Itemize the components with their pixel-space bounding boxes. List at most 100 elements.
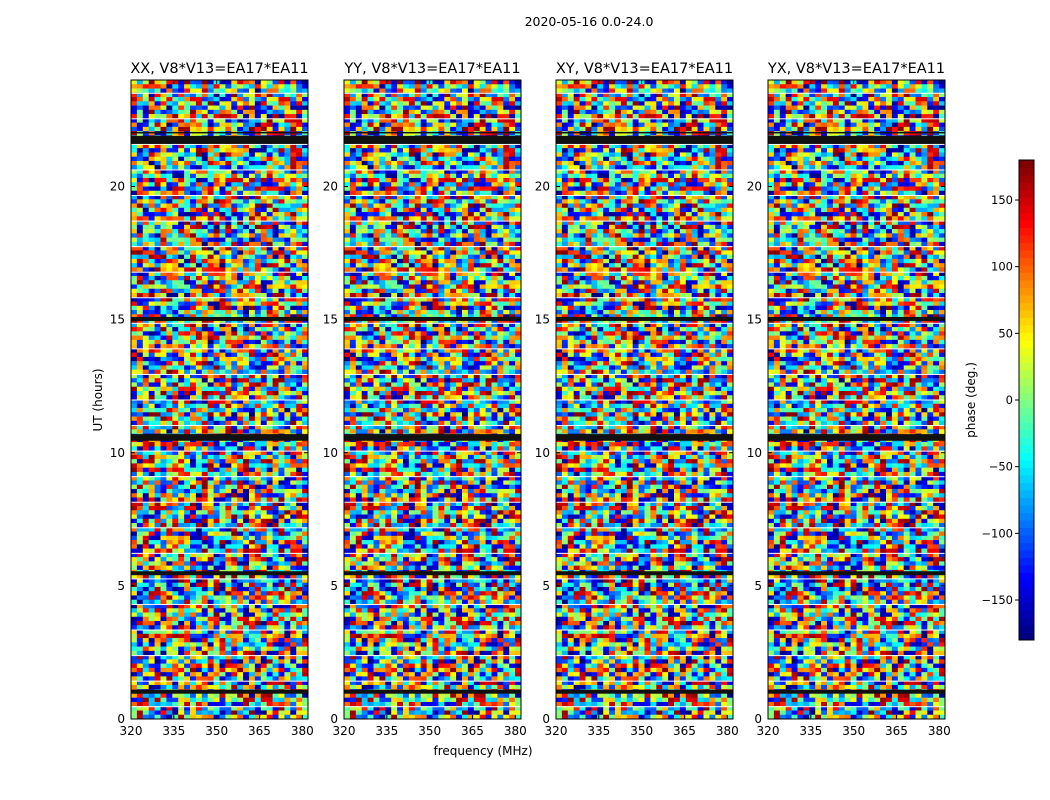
x-tick-label: 365 xyxy=(673,724,696,738)
colorbar-segment xyxy=(1019,467,1034,476)
colorbar-segment xyxy=(1019,280,1034,288)
x-tick-label: 380 xyxy=(504,724,527,738)
flagged-band xyxy=(768,135,945,144)
colorbar-tick-label: −100 xyxy=(981,526,1013,540)
y-tick-label: 10 xyxy=(323,446,338,460)
flagged-band xyxy=(344,689,521,694)
colorbar-segment xyxy=(1019,422,1034,431)
colorbar-tick-label: 50 xyxy=(998,326,1013,340)
colorbar-tick-label: 150 xyxy=(991,193,1013,207)
panel-frame xyxy=(343,79,522,720)
colorbar-segment xyxy=(1019,505,1034,513)
x-tick-label: 365 xyxy=(885,724,908,738)
flagged-band xyxy=(556,135,733,144)
flagged-band xyxy=(131,135,308,144)
colorbar-segment xyxy=(1019,265,1034,273)
colorbar-segment xyxy=(1019,595,1034,603)
figure-suptitle: 2020-05-16 0.0-24.0 xyxy=(525,14,654,29)
heatmap-image xyxy=(556,80,733,719)
y-tick-label: 20 xyxy=(747,180,762,194)
colorbar-tick-label: 100 xyxy=(991,260,1013,274)
colorbar-segment xyxy=(1019,580,1034,588)
flagged-band xyxy=(768,689,945,694)
flagged-band xyxy=(768,434,945,441)
colorbar-segment xyxy=(1019,310,1034,318)
flagged-band xyxy=(556,131,733,134)
colorbar-segment xyxy=(1019,287,1034,296)
x-tick-label: 380 xyxy=(291,724,314,738)
colorbar-segment xyxy=(1019,295,1034,303)
panel-xx: XX, V8*V13=EA17*EA11 320 335 350 365 380 0 5 10 1… xyxy=(110,61,314,738)
flagged-band xyxy=(131,316,308,321)
x-tick-label: 335 xyxy=(587,724,610,738)
panel-title: YY, V8*V13=EA17*EA11 xyxy=(343,61,520,77)
y-tick-label: 15 xyxy=(110,313,125,327)
colorbar-segment xyxy=(1019,362,1034,371)
heatmap-image xyxy=(768,80,945,719)
y-tick-label: 5 xyxy=(330,579,338,593)
x-tick-label: 365 xyxy=(461,724,484,738)
colorbar-segment xyxy=(1019,385,1034,393)
colorbar-segment xyxy=(1019,317,1034,326)
colorbar-segment xyxy=(1019,415,1034,423)
heatmap-image xyxy=(131,80,308,719)
colorbar-segment xyxy=(1019,572,1034,581)
colorbar-segment xyxy=(1019,610,1034,618)
colorbar-segment xyxy=(1019,482,1034,491)
flagged-band xyxy=(768,131,945,134)
x-tick-label: 335 xyxy=(162,724,185,738)
colorbar-segment xyxy=(1019,347,1034,356)
colorbar-tick-label: −50 xyxy=(989,460,1013,474)
y-tick-label: 0 xyxy=(117,712,125,726)
x-tick-label: 350 xyxy=(418,724,441,738)
colorbar-tick-label: 0 xyxy=(1006,393,1013,407)
y-tick-label: 5 xyxy=(754,579,762,593)
x-tick-label: 350 xyxy=(205,724,228,738)
flagged-band xyxy=(344,135,521,144)
flagged-band xyxy=(768,316,945,321)
flagged-band xyxy=(344,316,521,321)
colorbar-segment xyxy=(1019,355,1034,363)
y-tick-label: 0 xyxy=(754,712,762,726)
colorbar-segment xyxy=(1019,542,1034,551)
colorbar-segment xyxy=(1019,392,1034,401)
x-tick-label: 380 xyxy=(928,724,951,738)
panel-frame xyxy=(130,79,309,720)
panel-yy: YY, V8*V13=EA17*EA11 320 335 350 365 380 0 5 10 1… xyxy=(323,61,527,738)
flagged-band xyxy=(556,571,733,576)
x-tick-label: 320 xyxy=(120,724,143,738)
panel-xy: XY, V8*V13=EA17*EA11 320 335 350 365 380 0 5 10 1… xyxy=(535,61,739,738)
flagged-band xyxy=(131,571,308,576)
colorbar-segment xyxy=(1019,430,1034,438)
x-axis-label: frequency (MHz) xyxy=(433,744,532,758)
y-tick-label: 10 xyxy=(747,446,762,460)
colorbar-segment xyxy=(1019,190,1034,198)
colorbar-segment xyxy=(1019,617,1034,626)
flagged-band xyxy=(344,131,521,134)
colorbar-segment xyxy=(1019,205,1034,213)
colorbar-segment xyxy=(1019,632,1034,641)
flagged-band xyxy=(556,689,733,694)
flagged-band xyxy=(344,434,521,441)
colorbar-segment xyxy=(1019,167,1034,176)
x-tick-label: 350 xyxy=(630,724,653,738)
colorbar-segment xyxy=(1019,527,1034,536)
colorbar-segment xyxy=(1019,370,1034,378)
y-tick-label: 0 xyxy=(542,712,550,726)
y-tick-label: 0 xyxy=(330,712,338,726)
colorbar-segment xyxy=(1019,235,1034,243)
colorbar-segment xyxy=(1019,535,1034,543)
x-tick-label: 335 xyxy=(799,724,822,738)
panel-yx: YX, V8*V13=EA17*EA11 320 335 350 365 380 0 5 10 1… xyxy=(747,61,951,738)
y-tick-label: 20 xyxy=(323,180,338,194)
y-tick-label: 5 xyxy=(542,579,550,593)
y-axis-label: UT (hours) xyxy=(91,368,105,431)
colorbar-segment xyxy=(1019,565,1034,573)
y-tick-label: 10 xyxy=(535,446,550,460)
flagged-band xyxy=(131,434,308,441)
colorbar-segment xyxy=(1019,490,1034,498)
colorbar-segment xyxy=(1019,407,1034,416)
x-tick-label: 320 xyxy=(333,724,356,738)
colorbar-segment xyxy=(1019,452,1034,461)
